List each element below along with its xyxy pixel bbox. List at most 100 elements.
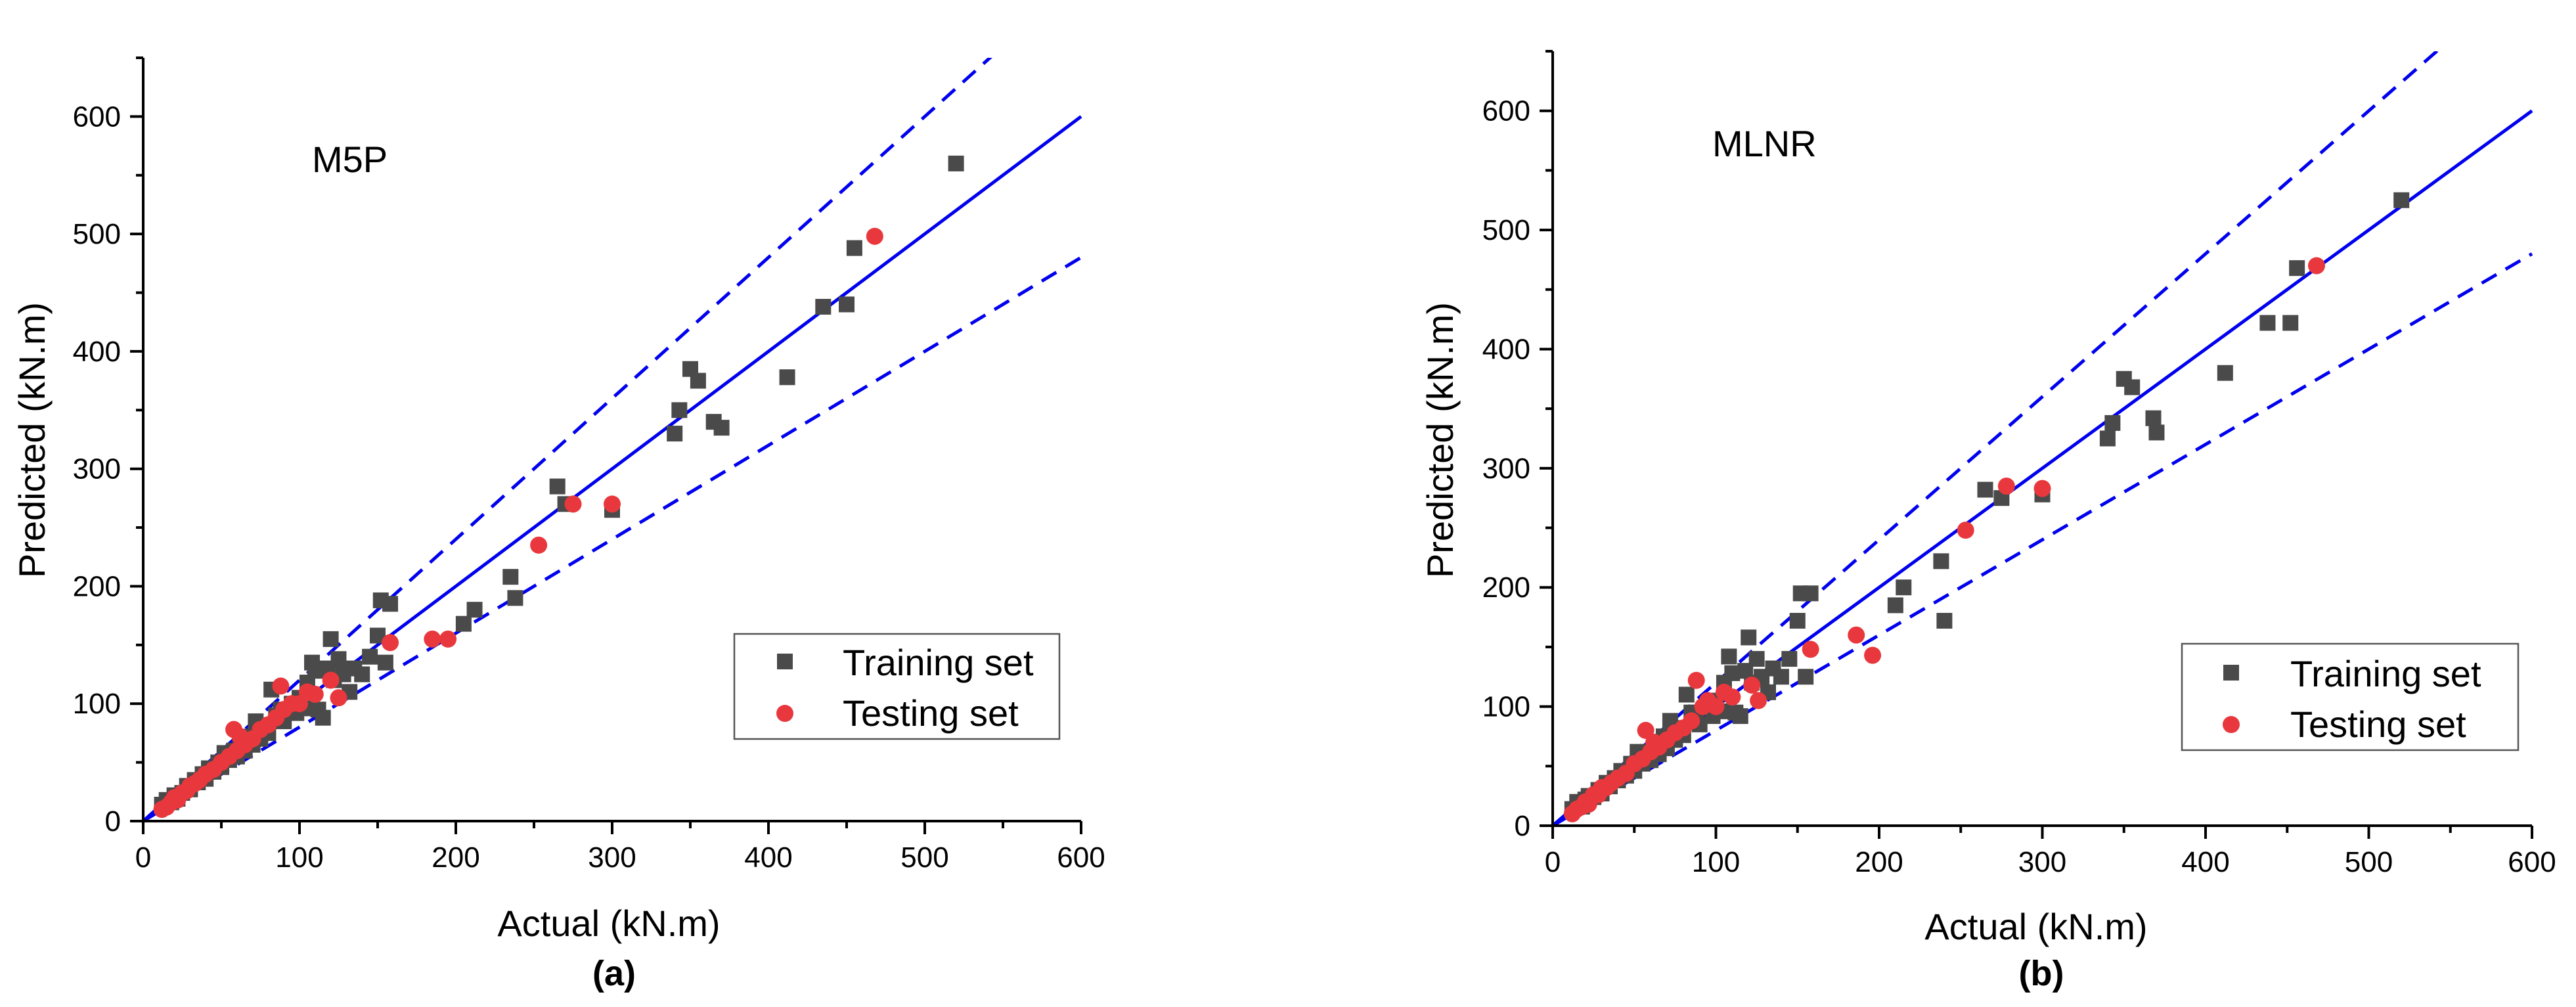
training-point	[1789, 613, 1806, 629]
training-point	[2289, 260, 2305, 277]
y-tick-label: 100	[73, 688, 121, 720]
training-point	[1678, 686, 1695, 703]
training-point	[667, 426, 683, 442]
testing-point	[1750, 692, 1767, 709]
testing-point	[424, 630, 441, 648]
testing-point	[322, 671, 340, 689]
axes: 0 100 200 300 400 500 600 0 100 200 300 400 500 600	[1482, 50, 2556, 878]
x-tick-label: 600	[2508, 846, 2556, 878]
data-points	[1563, 192, 2410, 822]
training-point	[502, 569, 519, 585]
testing-point	[1723, 688, 1741, 706]
y-tick-label: 500	[1482, 214, 1530, 246]
training-point	[779, 369, 795, 386]
y-axis-title: Predicted (kN.m)	[1419, 302, 1461, 578]
y-tick-label: 200	[1482, 571, 1530, 604]
testing-point	[1637, 721, 1654, 739]
training-point	[846, 240, 862, 256]
y-tick-label: 0	[1515, 810, 1530, 842]
training-point	[322, 631, 339, 647]
training-point	[2099, 430, 2116, 447]
training-point	[377, 654, 393, 671]
x-tick-label: 100	[275, 841, 323, 874]
training-point	[1798, 669, 1814, 685]
training-point	[1724, 665, 1741, 681]
training-point	[2282, 315, 2299, 331]
training-point	[1887, 597, 1903, 614]
legend-training-marker	[2223, 665, 2239, 681]
model-label: MLNR	[1712, 123, 1817, 164]
training-point	[549, 478, 566, 495]
training-point	[2148, 424, 2165, 441]
training-point	[2217, 365, 2233, 381]
x-tick-label: 0	[1545, 846, 1561, 878]
x-tick-label: 100	[1692, 846, 1740, 878]
training-point	[1896, 579, 1912, 596]
testing-point	[1848, 626, 1865, 644]
x-tick-label: 500	[2345, 846, 2393, 878]
data-points	[153, 155, 964, 818]
training-point	[1741, 629, 1757, 646]
testing-point	[382, 634, 399, 652]
training-point	[2393, 192, 2410, 208]
training-point	[1748, 651, 1765, 667]
legend-training-marker	[777, 654, 793, 669]
testing-point	[530, 536, 548, 554]
legend-testing-marker	[776, 705, 793, 722]
testing-point	[1864, 646, 1882, 664]
y-axis-title: Predicted (kN.m)	[11, 302, 53, 578]
testing-point	[1802, 640, 1819, 658]
training-point	[2145, 410, 2162, 426]
training-point	[382, 596, 399, 612]
upper-bound-line	[1553, 51, 2439, 827]
x-axis-title: Actual (kN.m)	[497, 903, 720, 944]
x-axis-title: Actual (kN.m)	[1924, 906, 2147, 947]
x-tick-label: 400	[2181, 846, 2229, 878]
testing-point	[1707, 698, 1725, 715]
testing-point	[604, 495, 621, 513]
testing-point	[1743, 676, 1761, 694]
testing-point	[330, 689, 347, 707]
training-point	[690, 372, 706, 389]
x-tick-label: 0	[135, 841, 151, 874]
training-point	[1936, 613, 1953, 629]
y-tick-label: 200	[73, 570, 121, 602]
testing-point	[1683, 712, 1700, 730]
training-point	[671, 402, 688, 418]
y-tick-label: 400	[73, 336, 121, 368]
training-point	[466, 602, 483, 618]
testing-point	[866, 227, 883, 245]
upper-bound-line	[143, 58, 992, 822]
x-tick-label: 500	[900, 841, 948, 874]
legend-testing-label: Testing set	[843, 692, 1019, 734]
legend-training-label: Training set	[843, 642, 1034, 683]
legend-testing-marker	[2223, 716, 2240, 733]
x-tick-label: 400	[744, 841, 792, 874]
training-point	[1977, 481, 1993, 498]
training-point	[2124, 379, 2141, 395]
training-point	[1802, 585, 1819, 602]
model-label: M5P	[312, 139, 388, 180]
training-point	[315, 709, 331, 726]
x-tick-label: 300	[2018, 846, 2066, 878]
x-tick-label: 200	[1855, 846, 1903, 878]
training-point	[2104, 414, 2121, 431]
training-point	[1721, 648, 1737, 665]
testing-point	[1687, 671, 1705, 689]
training-point	[815, 298, 832, 315]
training-point	[839, 296, 855, 313]
x-tick-label: 600	[1057, 841, 1105, 874]
training-point	[507, 590, 523, 606]
training-point	[330, 651, 347, 667]
testing-point	[1997, 478, 2015, 495]
testing-point	[272, 677, 290, 695]
x-tick-label: 300	[588, 841, 636, 874]
testing-point	[306, 685, 324, 703]
y-tick-label: 300	[73, 453, 121, 485]
legend: Training set Testing set	[2181, 642, 2520, 751]
panel-a: 0 100 200 300 400 500 600 0 100 200 300 400 500 600 M…	[11, 56, 1105, 993]
legend-testing-label: Testing set	[2290, 704, 2466, 745]
y-tick-label: 100	[1482, 691, 1530, 723]
y-tick-label: 300	[1482, 453, 1530, 485]
